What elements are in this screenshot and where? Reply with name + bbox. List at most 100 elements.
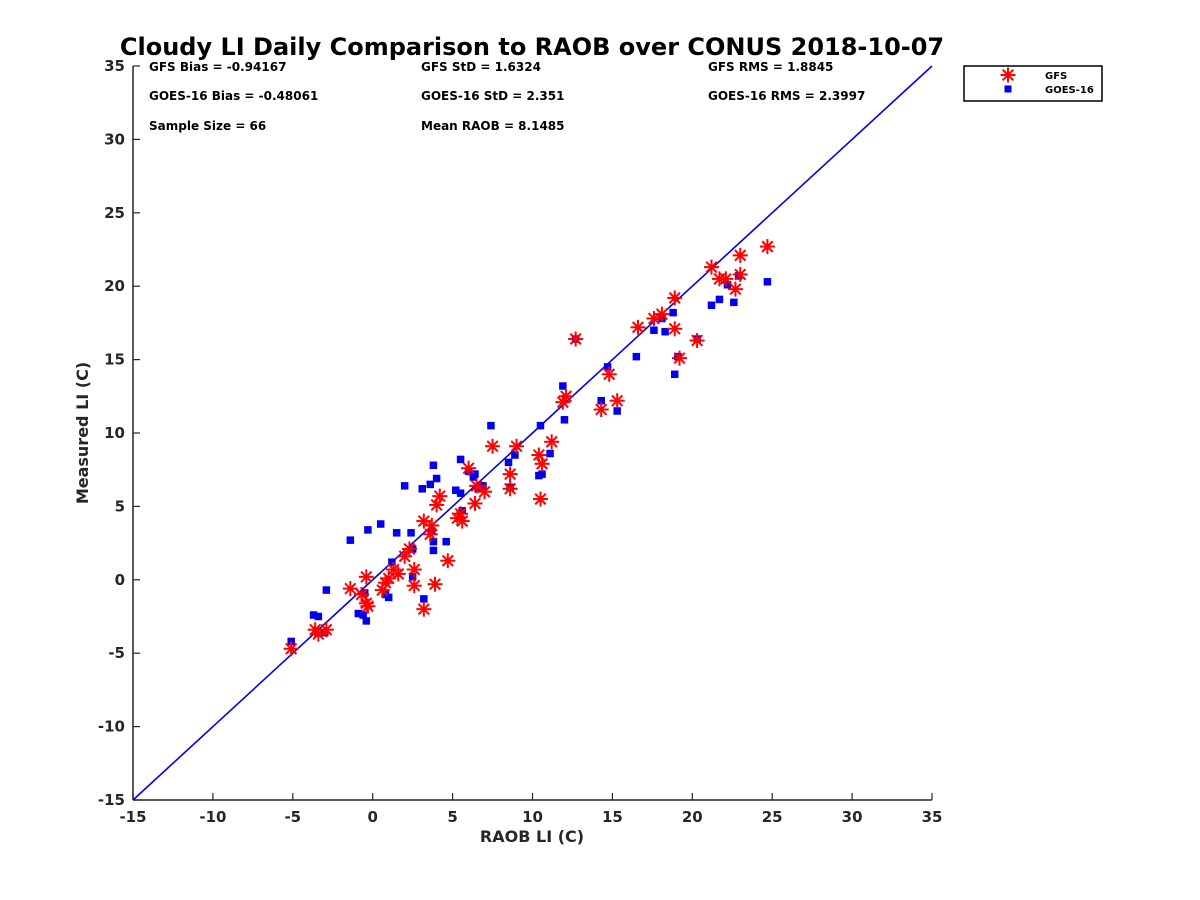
goes16-point <box>456 455 465 464</box>
goes16-point <box>546 449 554 458</box>
goes16-point <box>429 546 438 555</box>
goes16-point <box>429 461 438 470</box>
goes16-point <box>426 480 434 489</box>
legend-goes16-square <box>1004 85 1012 93</box>
y-tick-label: 5 <box>115 497 125 515</box>
x-tick-label: -15 <box>119 808 146 826</box>
y-tick-label: -15 <box>98 791 125 809</box>
legend-gfs-marker <box>1000 67 1016 83</box>
gfs-point <box>358 569 374 585</box>
gfs-point <box>502 481 518 497</box>
gfs-point <box>509 438 525 454</box>
x-tick-label: 25 <box>762 808 783 826</box>
one-to-one-line <box>132 65 933 801</box>
y-tick-label: 25 <box>104 204 125 222</box>
x-tick-label: 30 <box>842 808 863 826</box>
gfs-point <box>467 495 483 511</box>
x-axis-label: RAOB LI (C) <box>480 827 584 846</box>
legend: GFS GOES-16 <box>963 65 1103 102</box>
goes16-point <box>504 458 513 467</box>
goes16-point <box>354 609 363 618</box>
gfs-point <box>703 259 719 275</box>
goes16-point <box>730 298 738 307</box>
gfs-point <box>672 350 688 366</box>
gfs-point <box>424 517 440 533</box>
gfs-point <box>342 581 358 597</box>
goes16-point <box>392 529 401 537</box>
goes16-point <box>670 370 679 379</box>
gfs-point <box>502 466 518 482</box>
goes16-point <box>364 526 372 534</box>
gfs-point <box>558 388 574 404</box>
gfs-point <box>689 333 705 349</box>
gfs-point <box>609 393 625 409</box>
goes16-point <box>707 301 716 310</box>
gfs-point <box>532 491 548 507</box>
goes16-point <box>376 520 385 528</box>
goes16-point <box>359 611 367 619</box>
legend-gfs-label: GFS <box>1045 71 1067 82</box>
y-tick-label: 20 <box>104 277 125 295</box>
goes16-point <box>456 489 465 497</box>
gfs-point <box>593 402 609 418</box>
goes16-point <box>471 470 479 478</box>
gfs-point <box>454 513 470 529</box>
gfs-point <box>654 306 670 322</box>
y-axis-label: Measured LI (C) <box>73 362 92 504</box>
gfs-point <box>390 566 406 582</box>
gfs-point <box>732 247 748 263</box>
gfs-point <box>759 239 775 255</box>
legend-box <box>963 65 1103 102</box>
goes16-point <box>536 421 545 430</box>
gfs-point <box>568 331 584 347</box>
goes-std-stat: GOES-16 StD = 2.351 <box>421 89 564 103</box>
gfs-point <box>477 484 493 500</box>
gfs-point <box>432 488 448 504</box>
goes16-point <box>715 295 724 304</box>
gfs-point <box>401 541 417 557</box>
gfs-point <box>544 434 560 450</box>
x-tick-label: -5 <box>284 808 301 826</box>
goes16-point <box>559 382 567 390</box>
goes16-point <box>669 308 677 317</box>
legend-gfs-asterisk <box>1000 67 1016 83</box>
goes16-point <box>603 363 612 371</box>
goes16-point <box>400 482 409 490</box>
gfs-point <box>727 281 743 297</box>
goes16-point <box>429 537 438 546</box>
gfs-point <box>667 321 683 337</box>
gfs-point <box>354 586 370 602</box>
x-tick-label: 5 <box>447 808 457 826</box>
x-tick-label: 10 <box>522 808 543 826</box>
goes16-point <box>360 589 369 597</box>
goes16-point <box>407 529 415 537</box>
goes16-point <box>420 595 428 603</box>
y-tick-label: -10 <box>98 718 125 736</box>
goes16-point <box>487 421 495 430</box>
gfs-rms-stat: GFS RMS = 1.8845 <box>708 60 833 74</box>
legend-goes16-label: GOES-16 <box>1045 85 1094 96</box>
goes16-point <box>408 573 417 581</box>
goes16-point <box>632 352 641 361</box>
goes16-point <box>613 407 621 415</box>
goes16-point <box>560 416 569 424</box>
goes16-point <box>511 451 519 459</box>
gfs-point <box>469 478 485 494</box>
goes16-point <box>314 612 323 621</box>
gfs-point <box>318 622 334 638</box>
x-tick-label: 15 <box>602 808 623 826</box>
goes16-point <box>388 558 396 566</box>
goes-rms-stat: GOES-16 RMS = 2.3997 <box>708 89 865 103</box>
legend-goes16-marker <box>1004 85 1012 93</box>
goes16-point <box>650 326 658 334</box>
goes16-series <box>287 272 772 646</box>
gfs-point <box>630 319 646 335</box>
gfs-point <box>461 460 477 476</box>
gfs-point <box>667 290 683 306</box>
gfs-point <box>732 266 748 282</box>
gfs-point <box>440 553 456 569</box>
goes16-point <box>442 537 450 546</box>
gfs-point <box>485 438 501 454</box>
goes16-point <box>322 586 331 594</box>
goes16-point <box>362 617 371 625</box>
